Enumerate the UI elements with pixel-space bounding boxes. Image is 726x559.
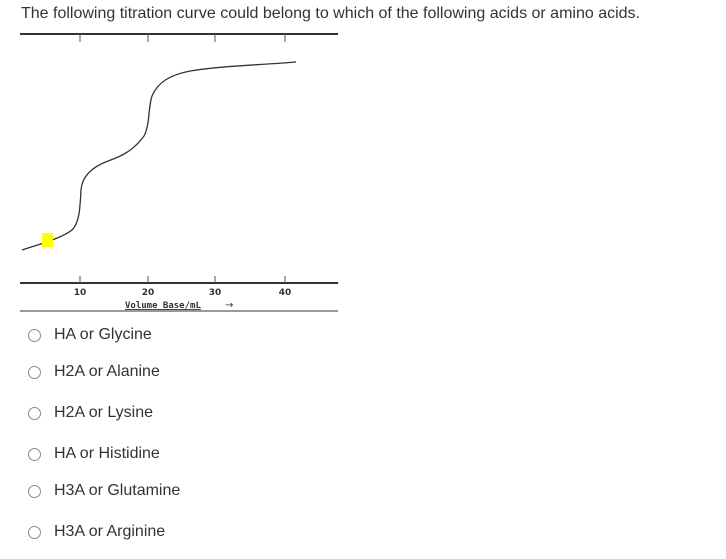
choice-label: H3A or Arginine [54, 523, 166, 540]
radio-button[interactable] [28, 406, 41, 420]
choice-h2a-alanine[interactable]: H2A or Alanine [28, 362, 160, 382]
question-text: The following titration curve could belo… [21, 5, 640, 22]
choice-label: HA or Glycine [54, 326, 152, 343]
choice-ha-histidine[interactable]: HA or Histidine [28, 444, 160, 464]
x-tick-label: 40 [279, 288, 292, 298]
titration-curve-figure: 10 20 30 40 Volume Base/mL → [20, 30, 340, 315]
radio-button[interactable] [28, 484, 41, 498]
titration-curve-svg: 10 20 30 40 Volume Base/mL → [20, 33, 338, 312]
x-axis-label: Volume Base/mL [125, 301, 201, 311]
choice-label: H2A or Alanine [54, 363, 160, 380]
radio-button[interactable] [28, 525, 41, 539]
x-tick-label: 10 [74, 288, 87, 298]
choice-h2a-lysine[interactable]: H2A or Lysine [28, 403, 153, 423]
choice-ha-glycine[interactable]: HA or Glycine [28, 325, 152, 345]
titration-curve-line [21, 61, 297, 251]
choice-h3a-arginine[interactable]: H3A or Arginine [28, 522, 165, 542]
choice-h3a-glutamine[interactable]: H3A or Glutamine [28, 481, 180, 501]
x-axis-arrow: → [225, 300, 233, 311]
yellow-highlight-marker [42, 233, 53, 247]
radio-button[interactable] [28, 365, 41, 379]
choice-label: H2A or Lysine [54, 404, 154, 421]
x-tick-label: 30 [209, 288, 222, 298]
choice-label: H3A or Glutamine [54, 482, 181, 499]
x-tick-label: 20 [142, 288, 155, 298]
choice-label: HA or Histidine [54, 445, 160, 462]
radio-button[interactable] [28, 447, 41, 461]
radio-button[interactable] [28, 328, 41, 342]
